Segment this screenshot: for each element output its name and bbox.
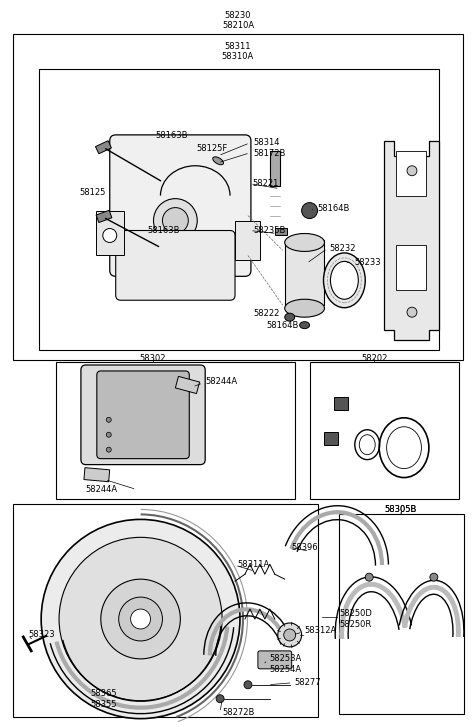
Bar: [396, 246, 426, 290]
Circle shape: [41, 519, 240, 718]
Circle shape: [244, 680, 252, 688]
Text: 58302: 58302: [139, 353, 166, 363]
Text: 58254A: 58254A: [270, 665, 302, 675]
Text: 58210A: 58210A: [222, 21, 254, 30]
FancyBboxPatch shape: [97, 371, 189, 459]
Bar: [84, 467, 109, 482]
Polygon shape: [384, 141, 439, 340]
Text: 58232: 58232: [329, 244, 356, 253]
Text: 58163B: 58163B: [148, 226, 180, 235]
Text: 58250R: 58250R: [339, 619, 372, 629]
Ellipse shape: [324, 253, 365, 308]
Text: 58125F: 58125F: [196, 145, 228, 153]
Ellipse shape: [299, 321, 309, 329]
Text: 58202: 58202: [361, 353, 387, 363]
Text: 58277: 58277: [295, 678, 321, 687]
Circle shape: [119, 597, 162, 641]
FancyBboxPatch shape: [110, 135, 251, 276]
Text: 58163B: 58163B: [156, 132, 188, 140]
Text: 58323: 58323: [28, 630, 55, 640]
Bar: [339, 515, 464, 714]
Text: 58312A: 58312A: [305, 627, 337, 635]
Text: 58355: 58355: [91, 700, 118, 710]
Bar: [275, 228, 287, 236]
Circle shape: [101, 579, 180, 659]
Circle shape: [365, 573, 373, 581]
Circle shape: [103, 228, 117, 243]
Text: 58221: 58221: [252, 179, 278, 188]
FancyBboxPatch shape: [116, 230, 235, 300]
Text: 58250D: 58250D: [339, 608, 372, 617]
Text: 58396: 58396: [292, 543, 318, 552]
Text: 58272B: 58272B: [222, 708, 255, 717]
Text: 58253A: 58253A: [270, 654, 302, 663]
Text: 58125: 58125: [79, 188, 105, 197]
Text: 58172B: 58172B: [253, 149, 285, 158]
Bar: [335, 397, 348, 410]
Text: 58365: 58365: [91, 689, 118, 698]
Ellipse shape: [213, 157, 224, 165]
Bar: [235, 220, 260, 260]
Bar: [309, 362, 459, 499]
Circle shape: [59, 537, 222, 701]
Bar: [285, 241, 325, 305]
Ellipse shape: [285, 313, 295, 321]
Circle shape: [284, 629, 296, 641]
Circle shape: [430, 573, 438, 581]
Bar: [39, 69, 439, 350]
Ellipse shape: [285, 300, 325, 317]
Ellipse shape: [359, 435, 375, 454]
Circle shape: [106, 433, 111, 437]
Text: 58235B: 58235B: [253, 226, 285, 235]
Ellipse shape: [285, 233, 325, 252]
Bar: [175, 377, 199, 393]
Text: 58244A: 58244A: [85, 485, 117, 494]
Circle shape: [130, 609, 150, 629]
Text: 58233: 58233: [354, 258, 381, 267]
Text: 58305B: 58305B: [385, 505, 417, 514]
Circle shape: [216, 695, 224, 703]
Text: 58164B: 58164B: [267, 321, 299, 329]
Text: 58222: 58222: [253, 309, 279, 318]
Text: 58311: 58311: [225, 41, 251, 51]
Text: 58314: 58314: [253, 138, 279, 148]
Circle shape: [278, 623, 302, 647]
Text: 58244A: 58244A: [205, 377, 238, 387]
Bar: [96, 211, 124, 255]
Text: 58311A: 58311A: [237, 560, 269, 569]
Ellipse shape: [330, 262, 358, 300]
Circle shape: [407, 308, 417, 317]
Text: 58310A: 58310A: [222, 52, 254, 60]
FancyBboxPatch shape: [81, 365, 205, 465]
Circle shape: [106, 417, 111, 422]
Text: 58305B: 58305B: [385, 505, 417, 514]
Bar: [96, 210, 112, 222]
Bar: [325, 432, 338, 445]
Bar: [56, 362, 295, 499]
Bar: [96, 141, 111, 154]
Bar: [13, 505, 317, 717]
Circle shape: [407, 166, 417, 176]
Circle shape: [106, 447, 111, 452]
FancyBboxPatch shape: [258, 651, 292, 669]
Text: 58230: 58230: [225, 11, 251, 20]
Bar: [13, 34, 463, 360]
Circle shape: [162, 208, 188, 233]
Bar: [396, 150, 426, 196]
Ellipse shape: [387, 427, 421, 469]
Circle shape: [153, 198, 197, 243]
Text: 58164B: 58164B: [317, 204, 350, 213]
Circle shape: [302, 203, 317, 219]
Bar: [270, 150, 280, 185]
